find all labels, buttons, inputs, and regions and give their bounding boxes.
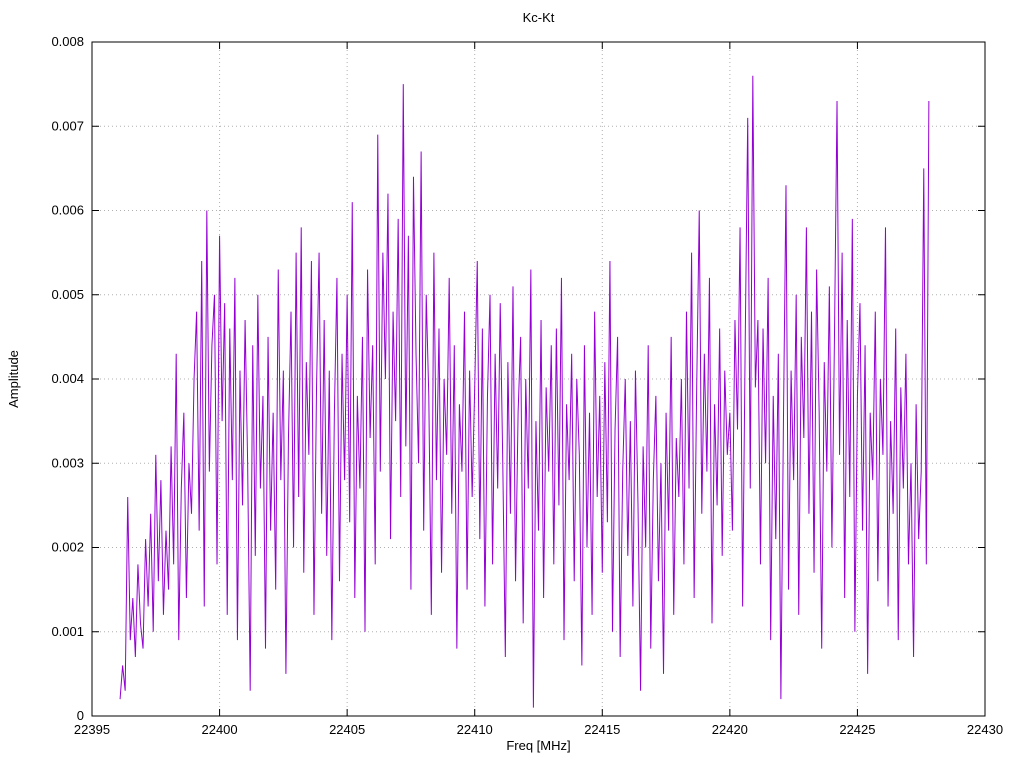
x-tick-labels: 22395 22400 22405 22410 22415 22420 22425 22430	[74, 722, 1003, 737]
y-tick-label: 0.007	[51, 118, 84, 133]
series-path	[119, 75, 930, 708]
y-tick-label: 0.001	[51, 624, 84, 639]
x-tick-label: 22425	[839, 722, 875, 737]
x-tick-label: 22420	[712, 722, 748, 737]
x-axis-label: Freq [MHz]	[506, 738, 570, 753]
x-tick-label: 22395	[74, 722, 110, 737]
x-tick-label: 22430	[967, 722, 1003, 737]
plot-border	[91, 41, 986, 717]
y-tick-label: 0.006	[51, 203, 84, 218]
x-tick-label: 22410	[457, 722, 493, 737]
y-tick-labels: 0 0.001 0.002 0.003 0.004 0.005 0.006 0.007 0.00…	[51, 34, 84, 723]
x-tick-label: 22405	[329, 722, 365, 737]
chart-title: Kc-Kt	[523, 10, 555, 25]
y-tick-label: 0.002	[51, 540, 84, 555]
y-tick-label: 0.003	[51, 455, 84, 470]
y-tick-label: 0.005	[51, 287, 84, 302]
series-line	[119, 75, 930, 708]
y-tick-label: 0.004	[51, 371, 84, 386]
grid-lines	[92, 42, 985, 716]
y-axis-label: Amplitude	[6, 350, 21, 408]
y-tick-label: 0	[77, 708, 84, 723]
x-tick-label: 22400	[201, 722, 237, 737]
x-tick-label: 22415	[584, 722, 620, 737]
y-tick-label: 0.008	[51, 34, 84, 49]
